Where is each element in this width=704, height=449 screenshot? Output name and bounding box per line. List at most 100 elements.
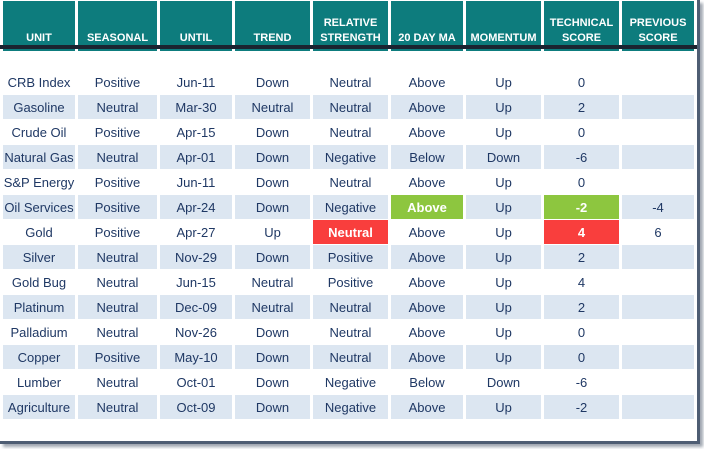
cell-ma20: Above (391, 320, 463, 344)
cell-unit: Oil Services (3, 195, 75, 219)
cell-relative_strength: Positive (313, 245, 388, 269)
cell-technical_score: 2 (544, 295, 619, 319)
cell-unit: CRB Index (3, 70, 75, 94)
cell-previous_score (622, 370, 694, 394)
spacer-cell (78, 52, 157, 69)
table-row: Gasoline Neutral Mar-30 Neutral Neutral Above… (3, 95, 694, 119)
cell-seasonal: Positive (78, 170, 157, 194)
cell-technical_score: 2 (544, 245, 619, 269)
header-row: UNIT SEASONAL UNTIL TREND RELATIVE STRENGTH 2… (3, 1, 694, 51)
cell-until: Apr-15 (160, 120, 232, 144)
cell-seasonal: Positive (78, 220, 157, 244)
column-header-relative_strength: RELATIVE STRENGTH (313, 1, 388, 51)
cell-unit: Platinum (3, 295, 75, 319)
table-row: Platinum Neutral Dec-09 Neutral Neutral Above… (3, 295, 694, 319)
cell-relative_strength: Negative (313, 145, 388, 169)
cell-relative_strength: Neutral (313, 345, 388, 369)
cell-until: Apr-27 (160, 220, 232, 244)
cell-until: Dec-09 (160, 295, 232, 319)
column-header-seasonal: SEASONAL (78, 1, 157, 51)
spacer-cell (313, 52, 388, 69)
table-row: Gold Positive Apr-27 Up Neutral Above Up 4 6 (3, 220, 694, 244)
cell-technical_score: 0 (544, 120, 619, 144)
column-header-until: UNTIL (160, 1, 232, 51)
cell-seasonal: Neutral (78, 270, 157, 294)
table-row: Agriculture Neutral Oct-09 Down Negative Abov… (3, 395, 694, 419)
spacer-cell (391, 52, 463, 69)
column-header-technical_score: TECHNICAL SCORE (544, 1, 619, 51)
table-row: Silver Neutral Nov-29 Down Positive Above Up 2 (3, 245, 694, 269)
cell-unit: Gold Bug (3, 270, 75, 294)
cell-relative_strength: Neutral (313, 220, 388, 244)
cell-unit: Natural Gas (3, 145, 75, 169)
cell-trend: Down (235, 245, 310, 269)
cell-momentum: Up (466, 120, 541, 144)
cell-seasonal: Neutral (78, 320, 157, 344)
spacer-cell (235, 52, 310, 69)
cell-previous_score (622, 120, 694, 144)
cell-trend: Down (235, 395, 310, 419)
cell-technical_score: 0 (544, 170, 619, 194)
cell-ma20: Above (391, 295, 463, 319)
cell-relative_strength: Positive (313, 270, 388, 294)
cell-previous_score (622, 345, 694, 369)
cell-previous_score (622, 245, 694, 269)
cell-until: Nov-26 (160, 320, 232, 344)
cell-momentum: Up (466, 95, 541, 119)
cell-trend: Neutral (235, 270, 310, 294)
cell-previous_score (622, 270, 694, 294)
cell-trend: Neutral (235, 95, 310, 119)
cell-seasonal: Positive (78, 120, 157, 144)
table-row: Crude Oil Positive Apr-15 Down Neutral Above U… (3, 120, 694, 144)
cell-seasonal: Positive (78, 195, 157, 219)
cell-previous_score (622, 145, 694, 169)
cell-seasonal: Neutral (78, 95, 157, 119)
cell-relative_strength: Neutral (313, 295, 388, 319)
table-row: Oil Services Positive Apr-24 Down Negative Ab… (3, 195, 694, 219)
cell-relative_strength: Neutral (313, 320, 388, 344)
cell-previous_score (622, 70, 694, 94)
cell-unit: Gold (3, 220, 75, 244)
cell-relative_strength: Neutral (313, 120, 388, 144)
cell-technical_score: -2 (544, 395, 619, 419)
cell-previous_score (622, 320, 694, 344)
cell-relative_strength: Negative (313, 370, 388, 394)
cell-ma20: Above (391, 220, 463, 244)
cell-technical_score: 2 (544, 95, 619, 119)
cell-ma20: Below (391, 145, 463, 169)
cell-trend: Up (235, 220, 310, 244)
cell-relative_strength: Neutral (313, 70, 388, 94)
cell-previous_score: 6 (622, 220, 694, 244)
cell-momentum: Up (466, 395, 541, 419)
cell-trend: Down (235, 170, 310, 194)
cell-technical_score: -6 (544, 370, 619, 394)
cell-momentum: Up (466, 270, 541, 294)
cell-unit: Gasoline (3, 95, 75, 119)
spacer-cell (160, 52, 232, 69)
cell-until: Jun-15 (160, 270, 232, 294)
cell-unit: Silver (3, 245, 75, 269)
cell-technical_score: 0 (544, 345, 619, 369)
cell-previous_score: -4 (622, 195, 694, 219)
cell-until: Apr-24 (160, 195, 232, 219)
cell-until: Apr-01 (160, 145, 232, 169)
cell-trend: Down (235, 195, 310, 219)
column-header-ma20: 20 DAY MA (391, 1, 463, 51)
cell-unit: Copper (3, 345, 75, 369)
table-row: Copper Positive May-10 Down Neutral Above Up 0 (3, 345, 694, 369)
cell-momentum: Up (466, 295, 541, 319)
cell-seasonal: Neutral (78, 145, 157, 169)
spacer-cell (466, 52, 541, 69)
column-header-unit: UNIT (3, 1, 75, 51)
cell-seasonal: Positive (78, 70, 157, 94)
cell-until: Jun-11 (160, 70, 232, 94)
cell-ma20: Above (391, 195, 463, 219)
spacer-cell (544, 52, 619, 69)
table-row: Palladium Neutral Nov-26 Down Neutral Above Up… (3, 320, 694, 344)
cell-technical_score: 4 (544, 220, 619, 244)
cell-momentum: Up (466, 345, 541, 369)
cell-momentum: Up (466, 195, 541, 219)
cell-ma20: Above (391, 270, 463, 294)
cell-until: Mar-30 (160, 95, 232, 119)
cell-ma20: Above (391, 170, 463, 194)
